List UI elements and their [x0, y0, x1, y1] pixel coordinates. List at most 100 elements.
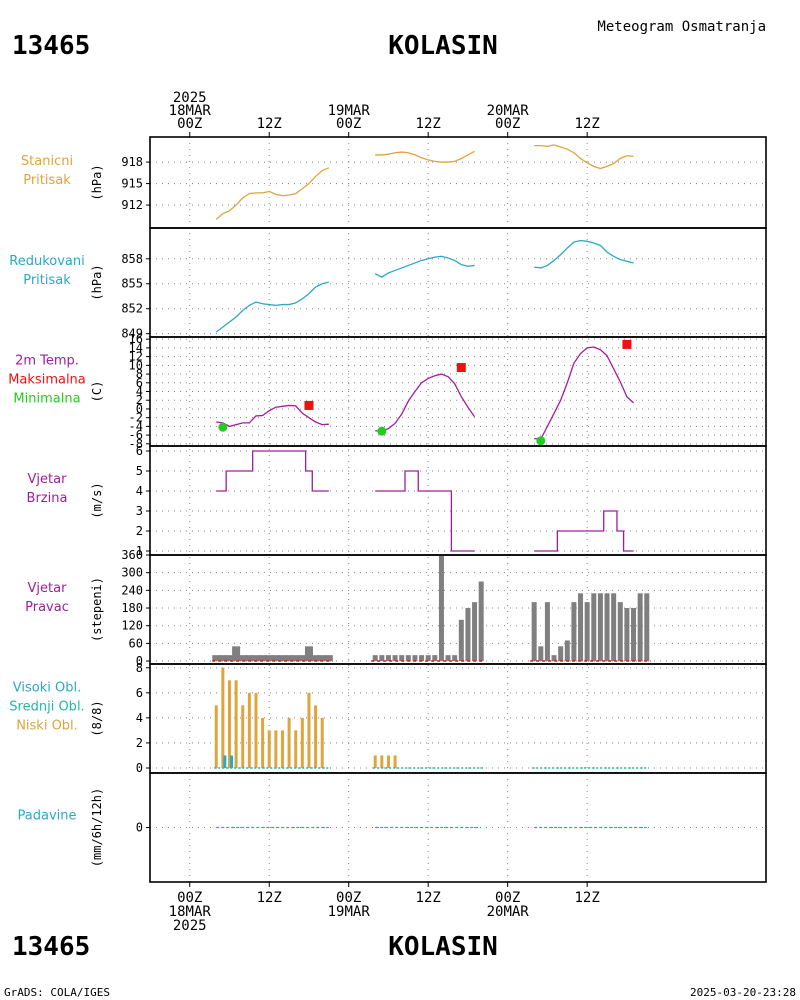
direction-bar — [285, 655, 294, 662]
cloud-bar — [267, 730, 271, 768]
cloud-bar — [261, 717, 265, 768]
direction-bar — [412, 655, 418, 662]
y-tick-label: 3 — [136, 504, 143, 518]
y-tick-label: 8 — [136, 367, 143, 381]
panel-brzina: 1 2 3 4 5 6 Vjetar Brzina (m/s) — [27, 444, 767, 558]
y-tick-label: 4 — [136, 385, 143, 399]
cloud-bar — [223, 755, 227, 768]
y-tick-label: -8 — [129, 437, 143, 451]
y-tick-label: 6 — [136, 686, 143, 700]
y-tick-label: 60 — [129, 636, 143, 650]
min-temp-marker — [536, 436, 546, 446]
direction-bar — [238, 655, 247, 662]
unit-label: (m/s) — [90, 482, 104, 518]
time-label-bottom: 12Z — [257, 890, 282, 906]
y-tick-label: 0 — [136, 761, 143, 775]
cloud-bar — [386, 755, 390, 768]
time-label-bottom: 12Z — [416, 890, 441, 906]
panel-frame — [149, 554, 767, 665]
time-label-top: 12Z — [575, 116, 600, 132]
panel-frame — [149, 227, 767, 338]
time-label-top: 18MAR — [169, 103, 212, 119]
direction-bar — [604, 593, 610, 662]
direction-bar — [405, 655, 411, 662]
cloud-bar — [254, 692, 258, 768]
direction-bar — [478, 581, 484, 662]
unit-label: (8/8) — [90, 700, 104, 736]
direction-bar — [531, 602, 537, 662]
direction-bar — [551, 655, 557, 662]
panel-label: Vjetar — [28, 472, 68, 487]
direction-bar — [624, 608, 630, 662]
y-tick-label: -6 — [129, 428, 143, 442]
y-tick-label: 915 — [121, 177, 143, 191]
y-tick-label: 918 — [121, 155, 143, 169]
direction-bar — [251, 655, 260, 662]
panel-padavine: 0 Padavine (mm/6h/12h) — [18, 772, 767, 883]
cloud-bar — [314, 705, 318, 768]
cloud-bar — [247, 692, 251, 768]
y-tick-label: 4 — [136, 711, 143, 725]
panel-label: Maksimalna — [8, 373, 86, 388]
time-label-top: 00Z — [495, 116, 520, 132]
y-tick-label: 5 — [136, 464, 143, 478]
direction-bar — [538, 646, 544, 662]
direction-bar — [218, 655, 227, 662]
y-tick-label: 10 — [129, 358, 143, 372]
time-label-bottom: 19MAR — [328, 904, 371, 920]
series-line — [534, 239, 634, 269]
max-temp-marker — [622, 339, 632, 349]
series-line — [374, 255, 475, 278]
direction-bar — [637, 593, 643, 662]
y-tick-label: 858 — [121, 252, 143, 266]
y-tick-label: 6 — [136, 376, 143, 390]
cloud-bar — [214, 705, 218, 768]
y-tick-label: 120 — [121, 619, 143, 633]
cloud-bar — [373, 755, 377, 768]
panel-label: Padavine — [18, 809, 77, 824]
series-line — [216, 404, 329, 428]
direction-bar — [318, 655, 327, 662]
direction-bar — [617, 602, 623, 662]
y-tick-label: 360 — [121, 548, 143, 562]
time-label-bottom: 00Z — [177, 890, 202, 906]
y-tick-label: 2 — [136, 524, 143, 538]
station-id-bottom: 13465 — [12, 932, 90, 962]
y-tick-label: 14 — [129, 341, 143, 355]
direction-bar — [311, 655, 320, 662]
time-label-bottom: 12Z — [575, 890, 600, 906]
direction-bar — [425, 655, 431, 662]
panel-label: Redukovani — [9, 254, 84, 269]
cloud-bar — [274, 730, 278, 768]
y-tick-label: 2 — [136, 736, 143, 750]
panel-frame — [149, 772, 767, 883]
panel-label: Visoki Obl. — [13, 681, 81, 696]
min-temp-marker — [218, 422, 228, 432]
time-label-bottom: 00Z — [336, 890, 361, 906]
unit-label: (mm/6h/12h) — [90, 788, 104, 867]
max-temp-marker — [456, 363, 466, 373]
time-label-bottom: 18MAR — [169, 904, 212, 920]
direction-bar — [465, 608, 471, 662]
y-tick-label: 300 — [121, 566, 143, 580]
time-label-bottom: 2025 — [173, 918, 207, 934]
time-label-top: 00Z — [177, 116, 202, 132]
y-tick-label: 2 — [136, 393, 143, 407]
y-tick-label: 0 — [136, 402, 143, 416]
panel-redukovani: 849 852 855 858 Redukovani Pritisak (hPa) — [9, 227, 767, 341]
time-label-bottom: 20MAR — [487, 904, 530, 920]
direction-bar — [304, 646, 313, 662]
direction-bar — [298, 655, 307, 662]
direction-bar — [385, 655, 391, 662]
cloud-bar — [393, 755, 397, 768]
panel-label: Stanicni — [21, 154, 73, 169]
direction-bar — [379, 655, 385, 662]
y-tick-label: 849 — [121, 327, 143, 341]
y-tick-label: 16 — [129, 332, 143, 346]
direction-bar — [432, 655, 438, 662]
cloud-bar — [280, 730, 284, 768]
direction-bar — [571, 602, 577, 662]
direction-bar — [265, 655, 274, 662]
panel-frame — [149, 136, 767, 229]
